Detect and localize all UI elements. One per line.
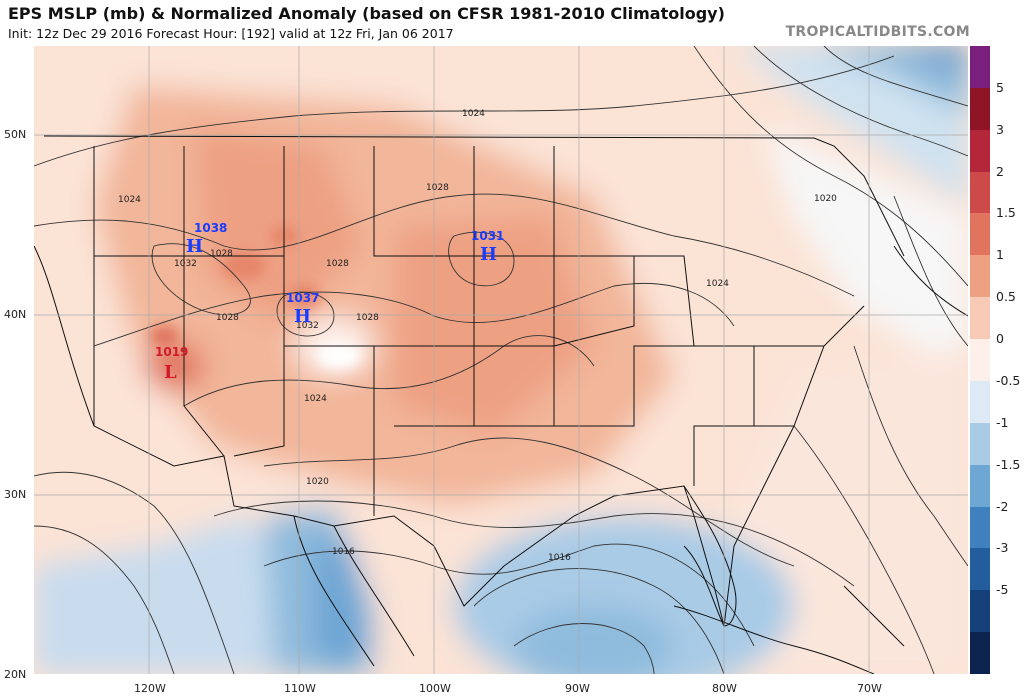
colorbar-tick-label: -0.5 [996, 372, 1021, 388]
contour-label: 1024 [304, 394, 327, 404]
lat-label: 20N [4, 668, 27, 681]
contour-label: 1024 [706, 279, 729, 289]
colorbar-segment [970, 297, 990, 340]
colorbar-segment [970, 506, 990, 549]
contour-label: 1032 [174, 259, 197, 269]
high-pressure-value: 1037 [286, 291, 319, 305]
high-pressure-center: 1038 H [186, 221, 227, 257]
colorbar-tick-label: 1 [996, 247, 1004, 263]
colorbar-tick-label: 3 [996, 121, 1004, 137]
colorbar-tick-label: 5 [996, 79, 1004, 95]
colorbar-segment [970, 380, 990, 423]
colorbar-segment [970, 46, 990, 88]
colorbar-tick-label: -1.5 [996, 456, 1021, 472]
contour-label: 1020 [814, 194, 837, 204]
colorbar-tick-label: 0.5 [996, 289, 1016, 305]
colorbar-segment [970, 171, 990, 214]
colorbar-segment [970, 464, 990, 507]
colorbar-segment [970, 129, 990, 172]
low-pressure-symbol: L [164, 362, 177, 383]
brand-watermark: TROPICALTIDBITS.COM [785, 24, 970, 40]
colorbar-tick-label: 0 [996, 331, 1004, 347]
colorbar-tick-label: 1.5 [996, 205, 1016, 221]
contour-label: 1024 [462, 109, 485, 119]
contour-label: 1016 [332, 547, 355, 557]
lon-label: 90W [565, 682, 590, 695]
contour-label: 1024 [118, 195, 141, 205]
contour-label: 1028 [356, 313, 379, 323]
map-subtitle: Init: 12z Dec 29 2016 Forecast Hour: [19… [8, 26, 454, 41]
colorbar-tick-label: -1 [996, 414, 1009, 430]
lon-label: 80W [712, 682, 737, 695]
anomaly-colorbar [970, 46, 990, 675]
contour-label: 1028 [210, 249, 233, 259]
coastlines [34, 245, 968, 674]
lon-label: 100W [419, 682, 451, 695]
terrain-shading [150, 226, 361, 368]
colorbar-tick-label: -5 [996, 582, 1009, 598]
colorbar-segment [970, 339, 990, 382]
colorbar-segment [970, 255, 990, 298]
low-pressure-center: 1019 L [155, 345, 188, 383]
lat-label: 40N [4, 308, 27, 321]
contour-label: 1028 [216, 313, 239, 323]
contour-label: 1020 [306, 477, 329, 487]
colorbar-tick-label: 2 [996, 163, 1004, 179]
colorbar-segment [970, 213, 990, 256]
colorbar-segment [970, 590, 990, 633]
anomaly-shading [34, 46, 968, 674]
lon-label: 110W [284, 682, 316, 695]
lon-label: 120W [134, 682, 166, 695]
colorbar-tick-label: -2 [996, 498, 1009, 514]
colorbar-segment [970, 548, 990, 591]
low-pressure-value: 1019 [155, 345, 188, 359]
high-pressure-center: 1031 H [471, 229, 504, 265]
high-pressure-center: 1037 H [286, 291, 319, 327]
contour-value-labels: 1024 1024 1028 1028 1032 1028 1032 1028 … [118, 109, 837, 563]
pressure-centers: 1038 H 1037 H 1031 H 1019 L [155, 221, 504, 383]
lat-label: 50N [4, 128, 27, 141]
mslp-anomaly-map: 1024 1024 1028 1028 1032 1028 1032 1028 … [34, 46, 968, 674]
map-panel: 1024 1024 1028 1028 1032 1028 1032 1028 … [34, 46, 968, 674]
high-pressure-value: 1038 [194, 221, 227, 235]
isobar-contours [34, 46, 968, 674]
colorbar-segment [970, 87, 990, 130]
map-title: EPS MSLP (mb) & Normalized Anomaly (base… [8, 4, 725, 23]
lat-lon-grid [34, 46, 968, 674]
contour-label: 1016 [548, 553, 571, 563]
high-pressure-value: 1031 [471, 229, 504, 243]
high-pressure-symbol: H [294, 306, 311, 327]
contour-label: 1028 [426, 183, 449, 193]
colorbar-segment [970, 422, 990, 465]
contour-label: 1032 [296, 321, 319, 331]
political-borders [43, 135, 905, 627]
contour-label: 1028 [326, 259, 349, 269]
high-pressure-symbol: H [186, 236, 203, 257]
lon-label: 70W [857, 682, 882, 695]
lat-label: 30N [4, 488, 27, 501]
high-pressure-symbol: H [480, 244, 497, 265]
colorbar-segment [970, 632, 990, 675]
colorbar-tick-label: -3 [996, 540, 1009, 556]
